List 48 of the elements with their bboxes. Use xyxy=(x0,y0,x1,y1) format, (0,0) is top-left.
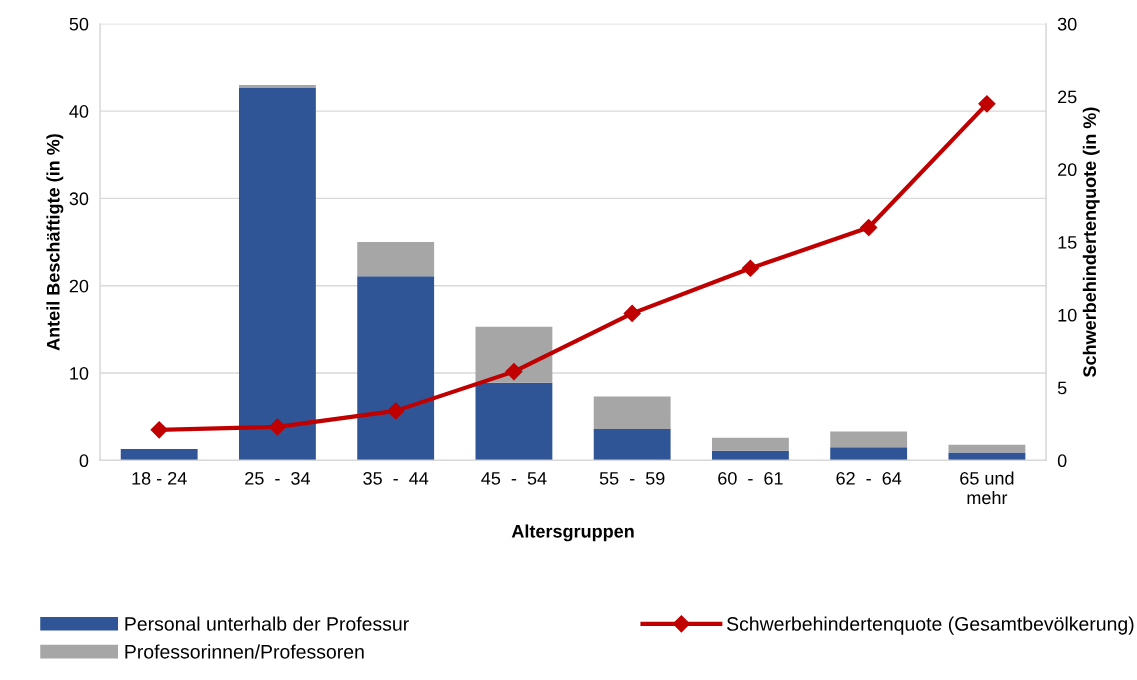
bar xyxy=(593,428,671,461)
legend-label: Personal unterhalb der Professur xyxy=(125,616,409,631)
bar xyxy=(475,382,553,461)
x-tick-label: 65 und mehr xyxy=(960,471,1014,505)
point xyxy=(150,421,168,439)
x-tick-label: 45 - 54 xyxy=(481,472,547,485)
legend-label: Professorinnen/Professoren xyxy=(125,644,364,659)
y2-tick-label: 30 xyxy=(1057,17,1077,31)
x-tick-label: 25 - 34 xyxy=(245,471,311,485)
point xyxy=(387,402,405,420)
bar xyxy=(830,431,908,448)
point xyxy=(741,259,759,277)
bar xyxy=(239,87,316,461)
legend-label: Schwerbehindertenquote (Gesamtbevölkerung) xyxy=(727,616,1134,635)
bar xyxy=(711,450,789,461)
bar xyxy=(593,396,671,429)
y2-tick-label: 10 xyxy=(1058,308,1077,322)
bar xyxy=(357,242,435,277)
x-tick-label: 35 - 44 xyxy=(363,471,429,485)
y-tick-label: 30 xyxy=(69,192,89,206)
y2-tick-label: 20 xyxy=(1058,163,1077,177)
x-tick-label: 62 - 64 xyxy=(836,471,902,485)
x-tick-label: 18 - 24 xyxy=(132,471,187,485)
y-tick-label: 20 xyxy=(69,279,89,293)
point xyxy=(860,218,878,237)
bar xyxy=(711,437,789,451)
y-tick-label: 0 xyxy=(79,454,89,468)
point xyxy=(978,95,996,113)
y-tick-label: 40 xyxy=(69,105,89,118)
bar xyxy=(948,444,1026,453)
bar xyxy=(830,447,908,461)
x-tick-label: 60 - 61 xyxy=(718,471,783,485)
y2-tick-label: 5 xyxy=(1057,381,1067,395)
point xyxy=(505,363,523,381)
y-tick-label: 50 xyxy=(69,17,89,31)
point xyxy=(268,418,286,436)
y2-tick-label: 15 xyxy=(1058,236,1077,249)
y2-tick-label: 25 xyxy=(1058,90,1077,104)
point xyxy=(623,304,641,322)
bar xyxy=(120,449,198,461)
bar xyxy=(239,84,316,88)
bar xyxy=(357,276,435,461)
x-axis-title: Altersgruppen xyxy=(511,524,634,542)
x-tick-label: 55 - 59 xyxy=(599,471,665,485)
y2-axis-title: Schwerbehindertenquote (in %) xyxy=(1082,107,1100,377)
y2-tick-label: 0 xyxy=(1057,454,1067,468)
y-tick-label: 10 xyxy=(70,366,89,380)
y-axis-title: Anteil Beschäftigte (in %) xyxy=(46,134,64,351)
